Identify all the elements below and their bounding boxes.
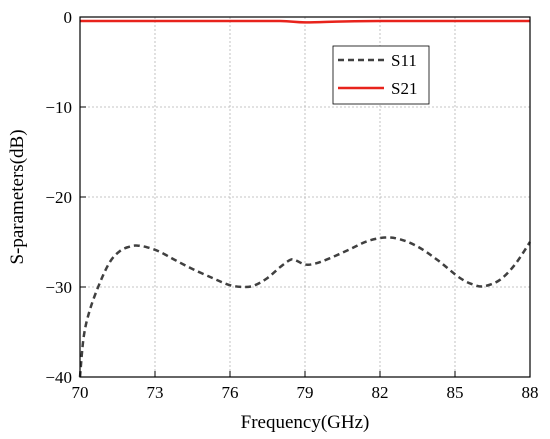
y-tick-label: −10: [45, 98, 72, 117]
axis-ticks: [79, 16, 531, 378]
y-tick-label: −30: [45, 278, 72, 297]
grid-lines: [80, 17, 530, 377]
legend-label-s11: S11: [391, 51, 417, 70]
legend: S11 S21: [332, 45, 430, 105]
legend-box: [332, 45, 430, 105]
series-line-s11: [78, 236, 532, 378]
x-tick-label: 79: [297, 383, 314, 402]
y-tick-label: 0: [64, 8, 73, 27]
x-tick-label: 82: [372, 383, 389, 402]
series-layer: [78, 19, 532, 378]
x-axis-title: Frequency(GHz): [241, 412, 370, 433]
y-tick-label: −40: [45, 368, 72, 387]
y-axis-title: S-parameters(dB): [7, 129, 28, 264]
x-tick-label: 85: [447, 383, 464, 402]
series-line-s21: [79, 19, 530, 24]
y-tick-label: −20: [45, 188, 72, 207]
x-tick-label: 88: [522, 383, 539, 402]
x-tick-label: 76: [222, 383, 239, 402]
x-tick-label: 70: [72, 383, 89, 402]
x-tick-label: 73: [147, 383, 164, 402]
tick-labels: 70 73 76 79 82 85 88 0 −10 −20 −30 −40: [45, 8, 538, 402]
legend-label-s21: S21: [391, 79, 417, 98]
